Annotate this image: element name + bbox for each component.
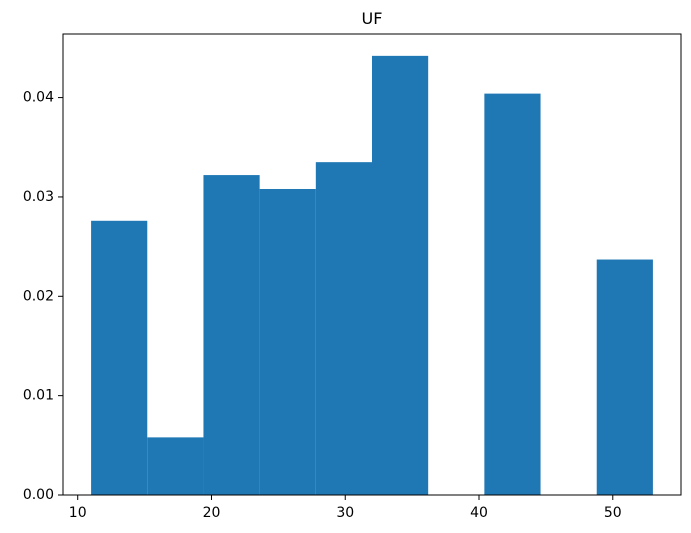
x-tick-label: 10: [69, 505, 87, 521]
chart-title: UF: [362, 9, 383, 28]
y-tick-label: 0.00: [23, 487, 54, 503]
y-tick-label: 0.03: [23, 189, 54, 205]
histogram-bar-10: [596, 259, 653, 495]
x-axis: 10 20 30 40 50: [69, 495, 622, 521]
histogram-bar-1: [91, 220, 148, 495]
y-tick-label: 0.01: [23, 388, 54, 404]
bars-group: [91, 55, 653, 496]
y-axis: 0.00 0.01 0.02 0.03 0.04: [23, 90, 63, 503]
x-tick-label: 30: [336, 505, 354, 521]
histogram-bar-2: [147, 437, 204, 495]
y-tick-label: 0.02: [23, 288, 54, 304]
x-tick-label: 50: [604, 505, 622, 521]
histogram-bar-8: [484, 93, 541, 496]
histogram-bar-5: [315, 162, 372, 495]
histogram-bar-3: [203, 175, 260, 495]
plot-frame: [62, 33, 682, 496]
histogram-bar-4: [259, 188, 316, 495]
histogram-bar-6: [372, 55, 429, 495]
x-tick-label: 20: [203, 505, 221, 521]
x-tick-label: 40: [470, 505, 488, 521]
y-tick-label: 0.04: [23, 90, 54, 106]
